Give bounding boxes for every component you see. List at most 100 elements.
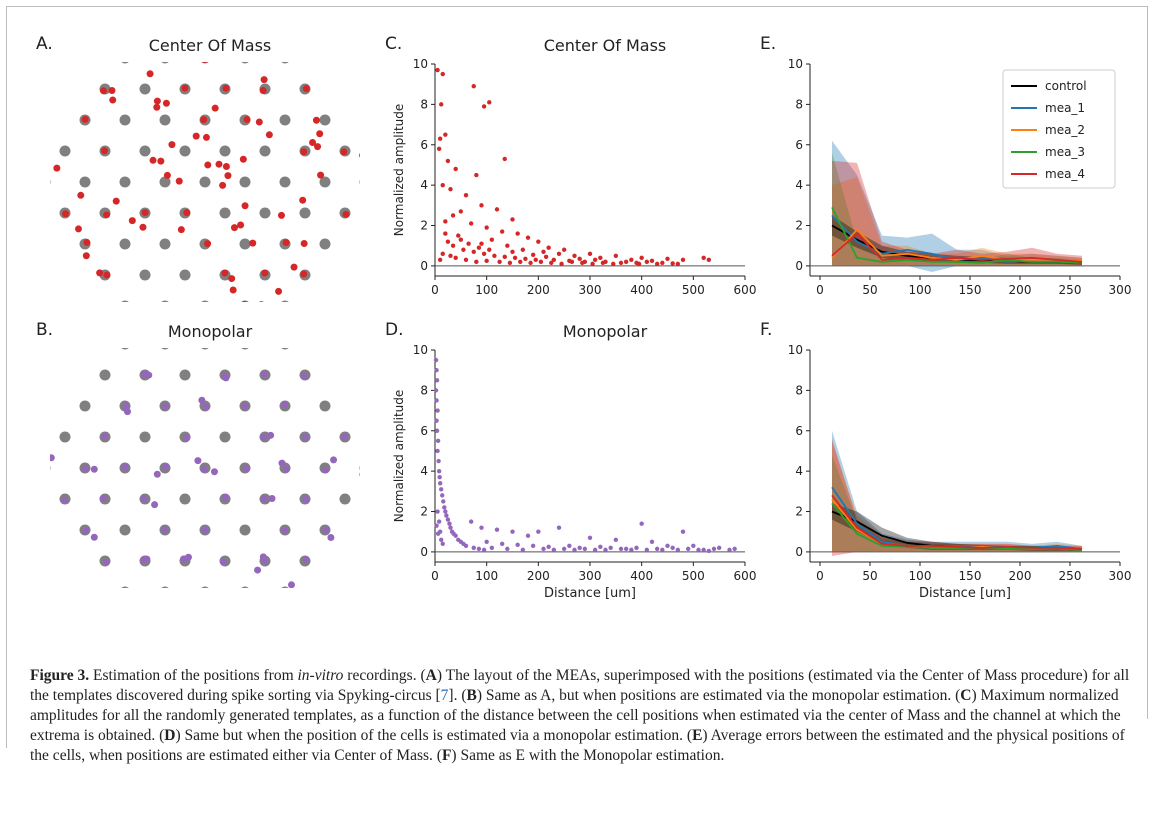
- electrode: [161, 62, 169, 64]
- caption-part: ) The layout of the MEAs, superimposed w…: [30, 667, 1130, 704]
- electrode: [179, 145, 191, 157]
- scatter-point: [476, 245, 482, 250]
- scatter-point: [629, 257, 634, 263]
- electrode: [139, 145, 151, 157]
- scatter-point: [716, 545, 722, 551]
- estimated-position: [201, 526, 209, 534]
- x-tick-label: 150: [959, 569, 982, 583]
- electrode: [339, 493, 351, 505]
- panel-b-title: Monopolar: [167, 322, 253, 341]
- error-band-mea_3: [832, 454, 1082, 552]
- scatter-point: [492, 253, 497, 259]
- scatter-point: [444, 513, 449, 518]
- scatter-point: [499, 541, 505, 547]
- estimated-position: [317, 171, 325, 179]
- x-tick-label: 0: [816, 569, 824, 583]
- caption-part: B: [466, 687, 477, 704]
- x-tick-label: 600: [734, 569, 757, 583]
- scatter-point: [445, 517, 451, 522]
- scatter-point: [536, 239, 541, 244]
- estimated-position: [194, 457, 202, 465]
- estimated-position: [145, 371, 153, 379]
- electrode: [119, 238, 131, 250]
- estimated-position: [204, 161, 212, 169]
- scatter-point: [711, 546, 717, 552]
- x-tick-label: 100: [909, 283, 932, 297]
- caption-part: 7: [440, 687, 449, 704]
- y-tick-label: 2: [420, 219, 428, 233]
- mea-layout-monopolar: [50, 348, 360, 588]
- scatter-point: [618, 260, 624, 266]
- series-line-mea_3: [831, 502, 1083, 551]
- estimated-position: [60, 496, 68, 504]
- estimated-position: [202, 62, 208, 64]
- scatter-point: [474, 259, 479, 265]
- estimated-position: [102, 558, 110, 566]
- electrode: [201, 300, 209, 302]
- legend-box: [1002, 69, 1116, 189]
- scatter-point: [448, 186, 453, 192]
- estimated-position: [300, 372, 308, 380]
- scatter-point: [541, 546, 546, 552]
- estimated-position: [101, 432, 109, 440]
- y-tick-label: 4: [795, 464, 803, 478]
- y-tick-label: 4: [420, 178, 428, 192]
- estimated-position: [265, 131, 273, 139]
- estimated-position: [222, 374, 230, 382]
- error-band-mea_1: [832, 140, 1082, 272]
- scatter-point: [481, 104, 487, 109]
- scatter-point: [665, 543, 670, 549]
- scatter-point: [484, 539, 489, 545]
- scatter-point: [644, 547, 650, 553]
- estimated-position: [204, 240, 212, 248]
- scatter-point: [471, 545, 476, 551]
- figure-frame: [6, 6, 1148, 719]
- series-line-mea_4: [831, 232, 1083, 263]
- caption-part: recordings. (: [343, 667, 426, 684]
- x-tick-label: 0: [431, 569, 439, 583]
- estimated-position: [302, 495, 310, 503]
- scatter-point: [443, 219, 448, 224]
- estimated-position: [309, 139, 317, 147]
- x-tick-label: 250: [1059, 283, 1082, 297]
- estimated-position: [90, 465, 98, 473]
- scatter-point: [701, 255, 706, 261]
- estimated-position: [103, 271, 111, 279]
- scatter-point: [463, 543, 469, 549]
- scatter-point: [510, 217, 515, 222]
- x-axis-label: Distance [um]: [919, 586, 1011, 601]
- estimated-position: [123, 408, 131, 416]
- y-axis-label: Normalized amplitude: [392, 390, 406, 523]
- scatter-point: [497, 259, 502, 265]
- scatter-point: [525, 533, 531, 538]
- x-tick-label: 100: [909, 569, 932, 583]
- scatter-point: [685, 546, 691, 552]
- estimated-position: [302, 555, 310, 563]
- y-tick-label: 8: [420, 383, 428, 397]
- caption-part: ) Average errors between the estimated a…: [30, 727, 1125, 764]
- scatter-point: [435, 448, 440, 454]
- scatter-point: [456, 233, 461, 238]
- estimated-position: [177, 226, 185, 234]
- caption-part: ) Same as A, but when positions are esti…: [476, 687, 961, 704]
- scatter-point: [580, 260, 585, 266]
- estimated-position: [161, 525, 169, 533]
- estimated-position: [139, 223, 147, 231]
- scatter-point: [435, 438, 441, 444]
- electrode: [319, 176, 331, 188]
- scatter-point: [629, 547, 634, 553]
- caption-part: F: [441, 747, 452, 764]
- estimated-position: [267, 431, 275, 439]
- estimated-position: [241, 202, 249, 210]
- electrode: [59, 431, 71, 443]
- x-tick-label: 300: [1109, 569, 1132, 583]
- scatter-point: [437, 475, 442, 480]
- scatter-point: [435, 531, 441, 536]
- scatter-point: [458, 237, 464, 242]
- scatter-point: [436, 146, 442, 151]
- x-tick-label: 100: [475, 569, 498, 583]
- electrode: [219, 207, 231, 219]
- estimated-position: [241, 402, 249, 410]
- estimated-position: [90, 533, 98, 541]
